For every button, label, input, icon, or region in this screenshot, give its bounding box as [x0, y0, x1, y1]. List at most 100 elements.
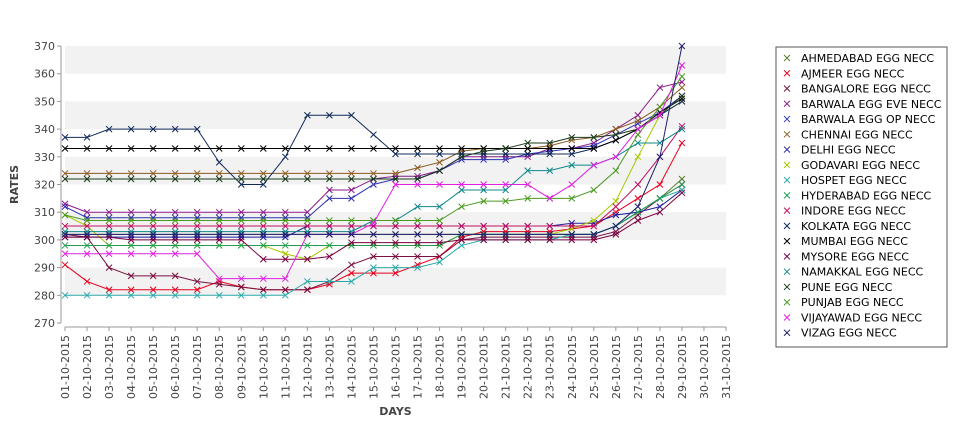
data-point	[326, 253, 333, 260]
data-point	[348, 217, 355, 224]
data-point	[304, 228, 311, 235]
legend-label: PUNE EGG NECC	[801, 281, 893, 294]
data-point	[392, 253, 399, 260]
data-point	[171, 217, 179, 224]
data-point	[237, 275, 245, 283]
data-point	[127, 242, 135, 249]
data-point	[458, 145, 465, 152]
data-point	[458, 231, 465, 238]
data-point	[348, 186, 355, 194]
x-tick-label: 02-10-2015	[81, 335, 94, 399]
data-point	[524, 150, 532, 158]
data-point	[83, 217, 91, 224]
data-point	[281, 233, 289, 241]
data-point	[392, 222, 399, 230]
data-point	[414, 203, 421, 211]
data-point	[370, 231, 377, 238]
data-point	[61, 233, 69, 241]
data-point	[105, 233, 113, 241]
data-point	[568, 134, 576, 141]
data-point	[392, 145, 399, 152]
data-point	[83, 250, 91, 258]
data-point	[546, 147, 554, 155]
data-point	[281, 286, 289, 294]
data-point	[83, 231, 91, 238]
data-point	[370, 131, 377, 138]
data-point	[171, 228, 179, 235]
data-point	[83, 208, 91, 216]
data-point	[193, 231, 201, 238]
data-point	[281, 231, 289, 238]
data-point	[127, 250, 135, 258]
data-point	[326, 217, 333, 224]
legend-marker	[783, 161, 791, 169]
x-tick-label: 25-10-2015	[588, 335, 601, 399]
data-point	[568, 225, 576, 233]
series-4	[61, 92, 686, 222]
data-point	[171, 208, 179, 216]
data-point	[105, 214, 113, 222]
legend-item: AJMEER EGG NECC	[783, 67, 905, 80]
data-point	[634, 194, 642, 202]
data-point	[370, 217, 377, 224]
data-point	[612, 231, 620, 238]
data-point	[259, 217, 267, 224]
data-point	[281, 275, 289, 283]
data-point	[348, 194, 355, 202]
data-point	[546, 222, 554, 230]
data-point	[304, 145, 311, 152]
data-point	[237, 145, 245, 152]
data-point	[237, 283, 245, 291]
data-point	[656, 103, 664, 111]
data-point	[61, 200, 69, 208]
legend-label: HYDERABAD EGG NECC	[801, 189, 932, 202]
data-point	[193, 286, 201, 294]
data-point	[127, 214, 135, 222]
legend-marker	[783, 253, 791, 260]
data-point	[480, 231, 487, 238]
x-axis-ticks: 01-10-2015 02-10-2015 03-10-2015 04-10-2015…	[59, 327, 733, 399]
data-point	[259, 175, 267, 183]
data-point	[568, 222, 576, 230]
data-point	[61, 145, 69, 152]
data-point	[326, 186, 333, 194]
series-2	[61, 181, 686, 294]
data-point	[83, 278, 91, 285]
data-point	[414, 222, 421, 230]
data-point	[590, 145, 598, 152]
data-point	[149, 125, 157, 133]
legend-label: NAMAKKAL EGG NECC	[801, 266, 924, 279]
data-point	[612, 197, 620, 205]
data-point	[61, 170, 69, 177]
data-point	[61, 134, 69, 141]
data-point	[149, 236, 157, 244]
data-point	[237, 231, 245, 238]
data-point	[304, 111, 311, 119]
data-point	[568, 231, 576, 238]
data-point	[524, 228, 532, 235]
data-point	[524, 181, 532, 188]
data-point	[193, 242, 201, 249]
x-tick-label: 28-10-2015	[654, 335, 667, 399]
x-tick-label: 27-10-2015	[632, 335, 645, 399]
legend-label: MYSORE EGG NECC	[801, 250, 909, 263]
data-point	[105, 208, 113, 216]
data-point	[678, 186, 686, 194]
data-point	[127, 145, 135, 152]
data-point	[259, 181, 267, 188]
data-point	[414, 264, 421, 271]
data-point	[281, 255, 289, 263]
data-point	[193, 125, 201, 133]
x-tick-label: 26-10-2015	[610, 335, 623, 399]
data-point	[546, 150, 554, 158]
data-point	[656, 208, 664, 216]
legend-marker	[783, 85, 791, 92]
grid-band	[65, 46, 726, 74]
data-point	[590, 134, 598, 141]
data-point	[502, 236, 510, 244]
data-point	[678, 189, 686, 197]
data-point	[193, 175, 201, 183]
data-point	[370, 253, 377, 260]
y-tick-label: 350	[34, 95, 55, 108]
data-point	[480, 197, 487, 205]
